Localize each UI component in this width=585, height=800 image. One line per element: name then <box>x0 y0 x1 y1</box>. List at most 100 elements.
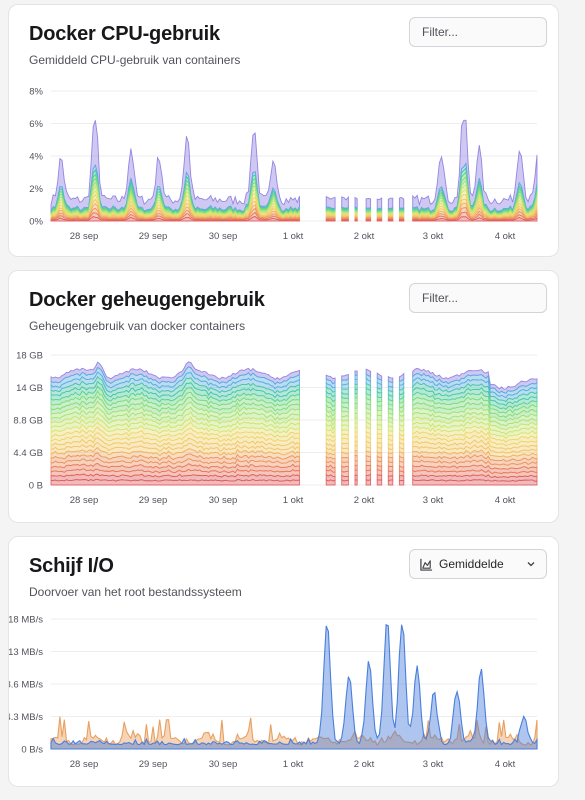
memory-series-area <box>387 479 394 486</box>
cpu-series-area <box>387 219 394 222</box>
memory-y-tick-label: 4.4 GB <box>13 448 43 459</box>
cpu-series-area <box>365 198 372 209</box>
disk-y-tick-label: 0 B/s <box>21 745 43 756</box>
cpu-series-area <box>50 216 300 222</box>
cpu-y-tick-label: 2% <box>29 184 43 195</box>
cpu-series-area <box>412 216 538 222</box>
aggregation-select-label: Gemiddelde <box>439 557 504 571</box>
memory-series-area <box>354 402 358 409</box>
cpu-y-tick-label: 0% <box>29 217 43 228</box>
disk-io-chart: 0 B/s 4.3 MB/s 8.6 MB/s 13 MB/s 18 MB/s 28 se… <box>9 615 538 770</box>
disk-x-tick-label: 30 sep <box>209 759 238 770</box>
aggregation-select[interactable]: Gemiddelde <box>409 549 547 579</box>
cpu-usage-card: Docker CPU-gebruik Gemiddeld CPU-gebruik… <box>8 4 559 257</box>
memory-series-area <box>376 479 383 486</box>
memory-series-area <box>376 404 383 412</box>
memory-series-area <box>354 474 358 481</box>
disk-x-tick-label: 1 okt <box>283 759 304 770</box>
cpu-series-area <box>50 120 300 213</box>
cpu-series-area <box>398 197 405 209</box>
cpu-card-subtitle: Gemiddeld CPU-gebruik van containers <box>29 53 241 67</box>
memory-usage-card: Docker geheugengebruik Geheugengebruik v… <box>8 270 559 523</box>
cpu-series-area <box>354 219 358 222</box>
memory-usage-chart: 0 B 4.4 GB 8.8 GB 14 GB 18 GB 28 sep 29 sep 30 … <box>13 351 538 506</box>
memory-series-area <box>354 374 358 381</box>
disk-card-title: Schijf I/O <box>29 555 114 577</box>
cpu-series-area <box>376 219 383 222</box>
cpu-y-tick-label: 4% <box>29 152 43 163</box>
memory-series-area <box>365 473 372 481</box>
cpu-x-tick-label: 28 sep <box>70 231 99 242</box>
disk-x-tick-label: 28 sep <box>70 759 99 770</box>
memory-series-area <box>354 397 358 405</box>
memory-x-tick-label: 4 okt <box>495 495 516 506</box>
memory-filter-input[interactable] <box>409 283 547 313</box>
memory-x-tick-label: 2 okt <box>354 495 375 506</box>
memory-series-area <box>50 478 300 486</box>
cpu-series-area <box>341 219 349 222</box>
cpu-y-tick-label: 8% <box>29 87 43 98</box>
memory-series-area <box>376 418 383 426</box>
memory-series-area <box>354 379 358 386</box>
cpu-series-area <box>398 219 405 222</box>
memory-x-tick-label: 30 sep <box>209 495 238 506</box>
memory-y-tick-label: 8.8 GB <box>13 416 43 427</box>
disk-card-subtitle: Doorvoer van het root bestandssysteem <box>29 585 242 599</box>
disk-write-area <box>50 716 538 750</box>
disk-io-card: Schijf I/O Doorvoer van het root bestand… <box>8 536 559 787</box>
memory-series-area <box>354 464 358 471</box>
memory-x-tick-label: 3 okt <box>423 495 444 506</box>
cpu-series-area <box>387 197 394 209</box>
memory-series-area <box>376 474 383 481</box>
cpu-x-tick-label: 4 okt <box>495 231 516 242</box>
disk-x-tick-label: 4 okt <box>495 759 516 770</box>
cpu-y-tick-label: 6% <box>29 119 43 130</box>
memory-series-area <box>341 383 349 390</box>
cpu-filter-input[interactable] <box>409 17 547 47</box>
cpu-x-tick-label: 1 okt <box>283 231 304 242</box>
memory-series-area <box>354 407 358 415</box>
disk-read-area <box>50 623 538 750</box>
cpu-series-area <box>376 197 383 210</box>
memory-series-area <box>365 479 372 486</box>
cpu-x-tick-label: 3 okt <box>423 231 444 242</box>
memory-y-tick-label: 0 B <box>29 481 43 492</box>
cpu-card-title: Docker CPU-gebruik <box>29 23 220 45</box>
disk-y-tick-label: 18 MB/s <box>9 615 43 626</box>
memory-series-area <box>354 459 358 466</box>
disk-y-tick-label: 13 MB/s <box>9 647 43 658</box>
memory-series-area <box>398 479 405 486</box>
cpu-x-tick-label: 30 sep <box>209 231 238 242</box>
disk-x-tick-label: 3 okt <box>423 759 444 770</box>
memory-y-tick-label: 18 GB <box>16 351 43 362</box>
memory-series-area <box>376 424 383 431</box>
memory-series-area <box>354 449 358 457</box>
disk-y-tick-label: 8.6 MB/s <box>9 680 43 691</box>
chevron-down-icon <box>527 562 535 567</box>
memory-series-area <box>354 469 358 476</box>
memory-x-tick-label: 28 sep <box>70 495 99 506</box>
memory-series-area <box>325 479 336 486</box>
cpu-series-area <box>365 219 372 222</box>
memory-series-area <box>354 388 358 395</box>
memory-series-area <box>376 396 383 403</box>
cpu-series-area <box>341 195 349 209</box>
memory-series-area <box>354 479 358 486</box>
memory-card-title: Docker geheugengebruik <box>29 289 265 311</box>
memory-series-area <box>365 455 372 462</box>
cpu-x-tick-label: 2 okt <box>354 231 375 242</box>
memory-x-tick-label: 1 okt <box>283 495 304 506</box>
cpu-usage-chart: 0% 2% 4% 6% 8% 28 sep 29 sep 30 sep 1 okt 2 okt 3 … <box>29 87 538 242</box>
memory-card-subtitle: Geheugengebruik van docker containers <box>29 319 246 333</box>
memory-x-tick-label: 29 sep <box>139 495 168 506</box>
memory-series-area <box>354 370 358 376</box>
disk-x-tick-label: 29 sep <box>139 759 168 770</box>
disk-y-tick-label: 4.3 MB/s <box>9 712 43 723</box>
disk-x-tick-label: 2 okt <box>354 759 375 770</box>
memory-series-area <box>376 433 383 440</box>
cpu-series-area <box>325 219 336 222</box>
memory-series-area <box>341 479 349 486</box>
area-chart-icon <box>420 558 433 571</box>
memory-series-area <box>354 417 358 424</box>
memory-y-tick-label: 14 GB <box>16 383 43 394</box>
